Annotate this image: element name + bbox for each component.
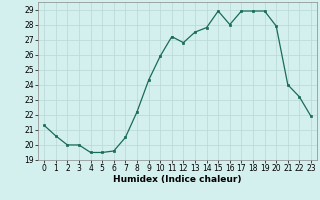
X-axis label: Humidex (Indice chaleur): Humidex (Indice chaleur) bbox=[113, 175, 242, 184]
